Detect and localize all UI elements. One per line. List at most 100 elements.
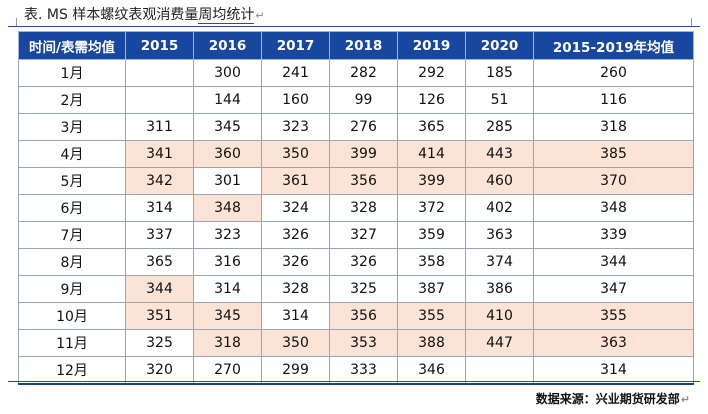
month-cell: 11月: [18, 329, 126, 357]
value-cell: 355: [397, 302, 466, 330]
value-cell: 323: [193, 221, 262, 249]
month-cell: 4月: [18, 140, 126, 168]
value-cell: 326: [261, 221, 330, 249]
value-cell: 341: [125, 140, 194, 168]
value-cell: 410: [465, 302, 534, 330]
table-row: 5月 342 301 361 356 399 460 370: [18, 167, 694, 195]
table-row: 3月 311 345 323 276 365 285 318: [18, 113, 694, 141]
table-row: 12月 320 270 299 333 346 314: [18, 356, 694, 385]
table-row: 7月 337 323 326 327 359 363 339: [18, 221, 694, 249]
header-column: 2017: [261, 31, 330, 60]
value-cell: 270: [193, 356, 262, 385]
value-cell: 344: [533, 248, 694, 276]
caption-underlined-text: 周均统计: [198, 7, 255, 24]
value-cell: 126: [397, 86, 466, 114]
value-cell: 337: [125, 221, 194, 249]
value-cell: 316: [193, 248, 262, 276]
value-cell: 346: [397, 356, 466, 385]
month-cell: 1月: [18, 59, 126, 87]
value-cell: 328: [261, 275, 330, 303]
table-row: 8月 365 316 326 326 358 374 344: [18, 248, 694, 276]
header-column: 2020: [465, 31, 534, 60]
header-column: 2015: [125, 31, 194, 60]
table-row: 10月 351 345 314 356 355 410 355: [18, 302, 694, 330]
value-cell: 144: [193, 86, 262, 114]
value-cell: 414: [397, 140, 466, 168]
header-column: 2015-2019年均值: [533, 31, 694, 60]
caption-prefix: 表. MS 样本螺纹表观消费量: [24, 7, 199, 23]
value-cell: 333: [329, 356, 398, 385]
value-cell: 386: [465, 275, 534, 303]
value-cell: 385: [533, 140, 694, 168]
paragraph-mark-icon: ↵: [255, 9, 265, 22]
value-cell: 351: [125, 302, 194, 330]
source-text: 数据来源：兴业期货研发部: [535, 392, 680, 406]
value-cell: 318: [533, 113, 694, 141]
value-cell: 372: [397, 194, 466, 222]
value-cell: 360: [193, 140, 262, 168]
value-cell: [465, 356, 534, 385]
value-cell: 399: [397, 167, 466, 195]
consumption-table: 时间/表需均值 2015 2016 2017 2018 2019 2020 2015-2019…: [18, 31, 694, 385]
value-cell: 314: [193, 275, 262, 303]
month-cell: 9月: [18, 275, 126, 303]
value-cell: 345: [193, 113, 262, 141]
value-cell: 361: [261, 167, 330, 195]
value-cell: 323: [261, 113, 330, 141]
value-cell: 260: [533, 59, 694, 87]
value-cell: 348: [533, 194, 694, 222]
value-cell: 326: [329, 248, 398, 276]
value-cell: 282: [329, 59, 398, 87]
value-cell: 311: [125, 113, 194, 141]
value-cell: 345: [193, 302, 262, 330]
value-cell: 328: [329, 194, 398, 222]
value-cell: 387: [397, 275, 466, 303]
value-cell: 116: [533, 86, 694, 114]
value-cell: 363: [533, 329, 694, 357]
value-cell: 325: [329, 275, 398, 303]
paragraph-mark-icon: ↵: [680, 393, 690, 406]
value-cell: 342: [125, 167, 194, 195]
value-cell: 320: [125, 356, 194, 385]
value-cell: 359: [397, 221, 466, 249]
table-row: 4月 341 360 350 399 414 443 385: [18, 140, 694, 168]
table-row: 2月 144 160 99 126 51 116: [18, 86, 694, 114]
header-column: 2019: [397, 31, 466, 60]
value-cell: 363: [465, 221, 534, 249]
value-cell: 299: [261, 356, 330, 385]
month-cell: 10月: [18, 302, 126, 330]
value-cell: 314: [533, 356, 694, 385]
value-cell: 241: [261, 59, 330, 87]
value-cell: 460: [465, 167, 534, 195]
value-cell: 314: [261, 302, 330, 330]
table-header-row: 时间/表需均值 2015 2016 2017 2018 2019 2020 2015-2019…: [18, 31, 694, 60]
header-column: 2018: [329, 31, 398, 60]
value-cell: 327: [329, 221, 398, 249]
value-cell: 350: [261, 329, 330, 357]
value-cell: 344: [125, 275, 194, 303]
table-row: 11月 325 318 350 353 388 447 363: [18, 329, 694, 357]
value-cell: 99: [329, 86, 398, 114]
value-cell: 285: [465, 113, 534, 141]
value-cell: 374: [465, 248, 534, 276]
value-cell: 353: [329, 329, 398, 357]
month-cell: 5月: [18, 167, 126, 195]
bottom-rule: [8, 381, 700, 382]
month-cell: 6月: [18, 194, 126, 222]
value-cell: [125, 59, 194, 87]
table-row: 9月 344 314 328 325 387 386 347: [18, 275, 694, 303]
value-cell: 388: [397, 329, 466, 357]
value-cell: 358: [397, 248, 466, 276]
value-cell: 160: [261, 86, 330, 114]
value-cell: 326: [261, 248, 330, 276]
value-cell: 51: [465, 86, 534, 114]
value-cell: 339: [533, 221, 694, 249]
table-row: 6月 314 348 324 328 372 402 348: [18, 194, 694, 222]
value-cell: 300: [193, 59, 262, 87]
table-body: 1月 300 241 282 292 185 260 2月 144 160 99 126 51 116 3月…: [18, 59, 694, 385]
value-cell: 276: [329, 113, 398, 141]
value-cell: 324: [261, 194, 330, 222]
table-caption: 表. MS 样本螺纹表观消费量周均统计↵: [24, 6, 265, 24]
value-cell: 185: [465, 59, 534, 87]
value-cell: 292: [397, 59, 466, 87]
